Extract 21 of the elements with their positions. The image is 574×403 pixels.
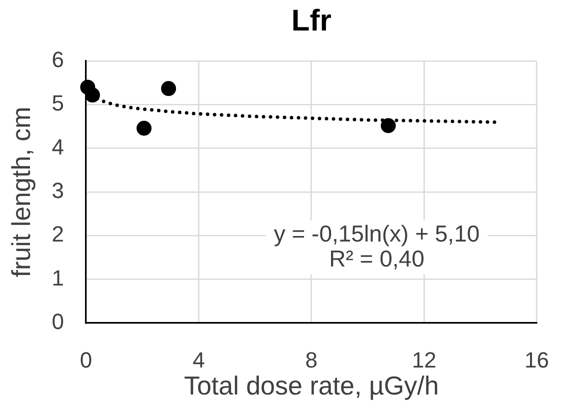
x-tick-label: 0 — [80, 347, 92, 372]
y-tick-label: 2 — [52, 222, 64, 247]
y-tick-label: 5 — [52, 90, 64, 116]
y-axis-title: fruit length, cm — [6, 106, 36, 278]
y-tick-label: 6 — [52, 47, 64, 72]
point — [161, 81, 176, 96]
y-tick-label: 0 — [52, 309, 64, 334]
y-tick-label: 1 — [52, 265, 64, 290]
point — [84, 88, 100, 103]
x-tick-label: 16 — [524, 347, 550, 372]
annotation: y = -0,15ln(x) + 5,10 — [274, 220, 480, 246]
y-tick-label: 4 — [52, 134, 64, 160]
x-tick-label: 4 — [192, 347, 205, 372]
x-axis-title: Total dose rate, µGy/h — [184, 370, 439, 401]
point — [136, 120, 152, 136]
y-tick-label: 3 — [52, 178, 64, 204]
x-tick-label: 12 — [412, 347, 436, 372]
point — [380, 118, 396, 134]
x-tick-label: 8 — [305, 347, 318, 372]
chart-title: Lfr — [291, 4, 332, 38]
annotation: R² = 0,40 — [329, 245, 424, 272]
